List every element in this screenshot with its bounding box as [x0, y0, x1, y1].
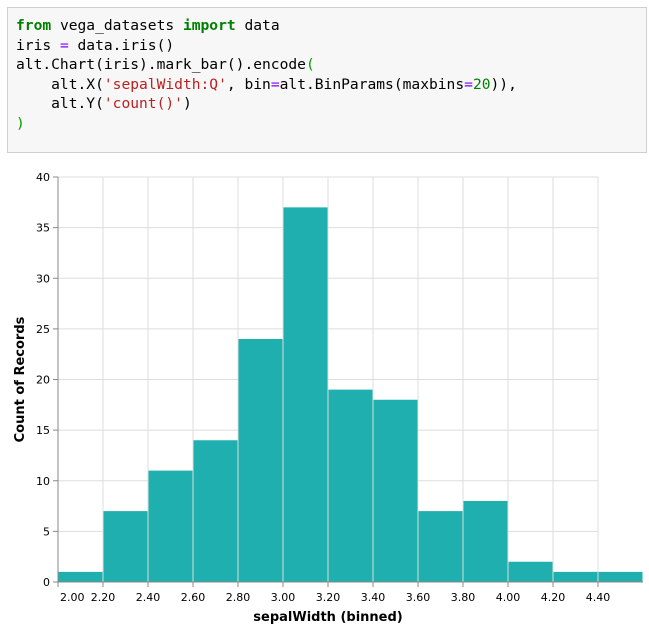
y-tick-label: 15 [36, 424, 50, 437]
histogram-bar [103, 511, 148, 582]
x-tick-label: 2.20 [91, 591, 116, 604]
axes: 0 5 10 15 20 25 30 35 40 2.00 2.20 2.40 2.60 2.80 3.00… [36, 171, 643, 604]
y-axis-title: Count of Records [13, 316, 28, 442]
x-tick-label: 3.20 [316, 591, 341, 604]
histogram-bar [193, 440, 238, 582]
histogram-bar [238, 339, 283, 582]
x-tick-label: 2.60 [181, 591, 206, 604]
chart-output: 0 5 10 15 20 25 30 35 40 2.00 2.20 2.40 2.60 2.80 3.00… [0, 160, 649, 636]
x-tick-label: 4.40 [586, 591, 611, 604]
histogram-chart: 0 5 10 15 20 25 30 35 40 2.00 2.20 2.40 2.60 2.80 3.00… [13, 171, 643, 625]
x-tick-label: 4.00 [496, 591, 521, 604]
y-tick-label: 0 [43, 576, 50, 589]
code-text: from vega_datasets import data iris = da… [16, 16, 517, 133]
histogram-bar [328, 389, 373, 582]
bars [58, 207, 643, 582]
grid-lines [57, 176, 599, 583]
x-tick-label: 2.40 [136, 591, 161, 604]
x-tick-label: 2.00 [60, 591, 85, 604]
y-tick-label: 35 [36, 222, 50, 235]
code-line-4: alt.X('sepalWidth:Q', bin=alt.BinParams(… [16, 75, 517, 93]
histogram-bar [283, 207, 328, 582]
y-tick-label: 25 [36, 323, 50, 336]
y-tick-label: 30 [36, 272, 50, 285]
x-tick-label: 4.20 [541, 591, 566, 604]
x-tick-label: 2.80 [226, 591, 251, 604]
histogram-bar [373, 399, 418, 582]
code-line-3: alt.Chart(iris).mark_bar().encode( [16, 56, 315, 73]
y-tick-label: 40 [36, 171, 50, 184]
code-line-2: iris = data.iris() [16, 36, 175, 54]
histogram-bar [418, 511, 463, 582]
y-tick-label: 10 [36, 475, 50, 488]
code-line-1: from vega_datasets import data [16, 17, 280, 34]
x-tick-label: 3.40 [361, 591, 386, 604]
x-tick-label: 3.60 [406, 591, 431, 604]
histogram-bar [553, 571, 598, 582]
y-tick-label: 5 [43, 525, 50, 538]
histogram-bar [598, 571, 643, 582]
code-line-6: ) [16, 114, 25, 132]
code-line-5: alt.Y('count()') [16, 95, 192, 112]
histogram-bar [508, 561, 553, 582]
histogram-bar [148, 470, 193, 582]
x-tick-label: 3.80 [451, 591, 476, 604]
histogram-bar [463, 501, 508, 582]
code-cell[interactable]: from vega_datasets import data iris = da… [7, 7, 647, 153]
x-tick-label: 3.00 [271, 591, 296, 604]
y-tick-label: 20 [36, 374, 50, 387]
histogram-bar [58, 571, 103, 582]
x-axis-title: sepalWidth (binned) [253, 610, 402, 625]
